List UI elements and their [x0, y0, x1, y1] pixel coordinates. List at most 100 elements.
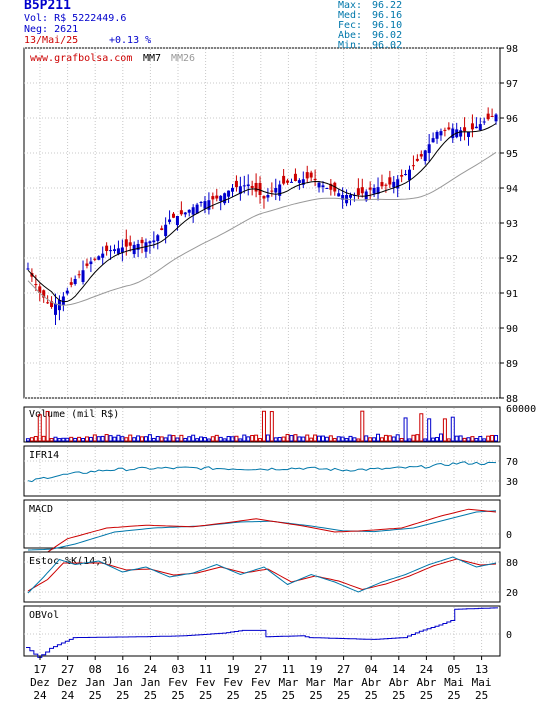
- ticker-symbol: B5P211: [24, 0, 71, 13]
- volume-bar: [309, 437, 314, 442]
- x-tick-day: 27: [61, 663, 74, 676]
- volume-bar: [179, 434, 184, 442]
- candle-body: [400, 174, 404, 177]
- stat-med-label: Med:: [338, 10, 363, 21]
- volume-bar: [65, 437, 70, 442]
- volume-bar: [438, 433, 443, 442]
- candle-body: [195, 204, 199, 214]
- volume-bar: [238, 438, 243, 442]
- candle-body: [191, 207, 195, 215]
- macd-line: [27, 508, 497, 557]
- price-y-tick-label: 97: [506, 79, 518, 90]
- candle-body: [46, 302, 50, 304]
- volume-bar: [230, 436, 235, 442]
- volume-bar: [305, 434, 310, 442]
- candle-body: [297, 180, 301, 183]
- volume-bar: [285, 433, 290, 442]
- candle-body: [61, 296, 65, 306]
- x-tick-month: Dez: [58, 676, 78, 689]
- price-y-tick-label: 89: [506, 359, 518, 370]
- volume-bars: [25, 410, 499, 442]
- volume-bar: [88, 436, 93, 442]
- candle-body: [411, 165, 415, 167]
- candle-body: [329, 183, 333, 190]
- candle-body: [97, 256, 101, 260]
- volume-y-tick-label: 60000: [506, 404, 536, 415]
- x-tick-year: 25: [475, 689, 488, 702]
- x-tick-year: 25: [89, 689, 102, 702]
- candle-body: [219, 195, 223, 201]
- volume-bar: [147, 434, 152, 442]
- x-tick-year: 25: [282, 689, 295, 702]
- x-tick-month: Mai: [472, 676, 492, 689]
- volume-bar: [136, 435, 141, 442]
- volume-bar: [265, 434, 270, 442]
- price-y-tick-label: 94: [506, 184, 518, 195]
- candle-body: [175, 216, 179, 226]
- volume-bar: [25, 438, 30, 442]
- volume-bar: [191, 434, 196, 442]
- candle-body: [459, 130, 463, 137]
- candle-body: [321, 185, 325, 188]
- candle-body: [404, 174, 408, 175]
- volume-bar: [478, 436, 483, 442]
- volume-bar: [454, 435, 459, 442]
- volume-bar: [45, 410, 50, 442]
- volume-bar: [474, 438, 479, 442]
- candle-body: [172, 213, 175, 218]
- volume-bar: [226, 436, 231, 442]
- candle-body: [408, 169, 411, 181]
- stoch-panel: [23, 551, 501, 603]
- candle-body: [116, 248, 120, 254]
- volume-value: R$ 5222449.6: [54, 13, 127, 24]
- volume-bar: [356, 438, 361, 442]
- ifr-line: [27, 461, 497, 483]
- volume-bar: [442, 418, 447, 442]
- volume-bar: [222, 438, 227, 442]
- x-tick-year: 25: [144, 689, 157, 702]
- candle-body: [152, 240, 156, 243]
- candle-body: [431, 138, 435, 143]
- candle-body: [388, 177, 392, 185]
- volume-bar: [155, 436, 160, 442]
- volume-bar: [320, 435, 325, 442]
- x-tick-month: Jan: [113, 676, 133, 689]
- volume-bar: [415, 434, 420, 442]
- volume-bar: [108, 435, 113, 442]
- volume-bar: [423, 438, 428, 442]
- candle-body: [494, 114, 498, 122]
- stat-max-value: 96.22: [372, 0, 403, 11]
- x-tick-month: Jan: [140, 676, 160, 689]
- candle-body: [337, 193, 341, 197]
- candle-body: [160, 228, 164, 230]
- volume-bar: [159, 436, 164, 442]
- obv-line: [26, 607, 498, 658]
- x-tick-day: 08: [89, 663, 102, 676]
- candle-body: [250, 185, 254, 188]
- stat-min-value: 96.02: [372, 40, 403, 51]
- volume-bar: [324, 436, 329, 442]
- candle-body: [183, 212, 187, 215]
- volume-bar: [376, 433, 381, 442]
- volume-bar: [175, 437, 180, 442]
- stat-fec: Fec: 96.10: [338, 20, 402, 31]
- candle-body: [238, 186, 242, 194]
- volume-bar: [128, 434, 133, 442]
- stat-fec-label: Fec:: [338, 20, 363, 31]
- candle-body: [415, 158, 419, 161]
- volume-bar: [92, 434, 97, 442]
- volume-bar: [246, 436, 251, 442]
- x-tick-month: Jan: [85, 676, 105, 689]
- candle-body: [73, 279, 77, 285]
- price-y-tick-label: 93: [506, 219, 518, 230]
- candle-body: [113, 249, 116, 251]
- candle-body: [246, 184, 250, 187]
- candle-body: [427, 144, 431, 154]
- macd-signal-line: [27, 510, 497, 551]
- obv-y-tick-label: 0: [506, 630, 512, 641]
- volume-bar: [218, 436, 223, 442]
- x-tick-day: 27: [337, 663, 350, 676]
- candle-body: [164, 224, 168, 237]
- candle-body: [148, 241, 152, 244]
- x-tick-year: 25: [447, 689, 460, 702]
